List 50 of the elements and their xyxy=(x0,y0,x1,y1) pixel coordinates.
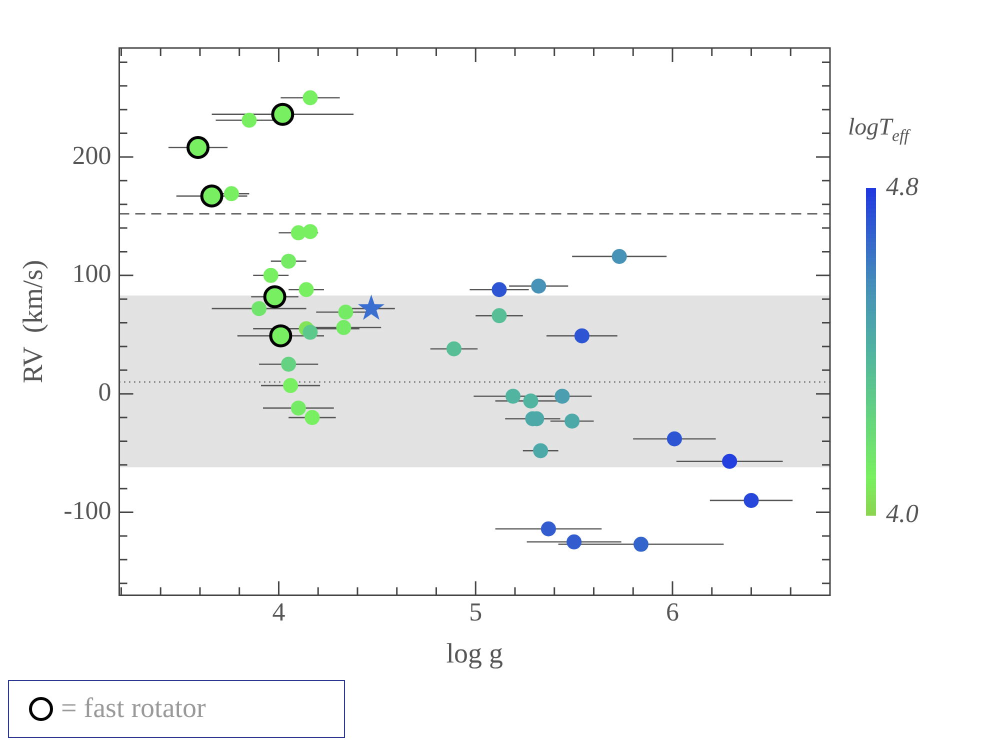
point xyxy=(283,378,298,394)
color-bar-label: 4.8 xyxy=(886,172,918,201)
point xyxy=(269,324,292,348)
point xyxy=(531,278,546,294)
point xyxy=(722,454,738,469)
point xyxy=(336,320,352,336)
point xyxy=(290,400,306,416)
point xyxy=(338,304,354,320)
point xyxy=(446,341,462,356)
x-tick-label: 5 xyxy=(469,598,482,627)
point xyxy=(252,301,267,316)
x-tick-label: 4 xyxy=(272,598,286,627)
point xyxy=(612,248,627,264)
point xyxy=(281,254,296,269)
point xyxy=(506,388,521,404)
color-bar-label: 4.0 xyxy=(886,499,918,528)
point xyxy=(492,308,507,324)
point xyxy=(263,268,278,283)
point xyxy=(271,102,294,126)
point xyxy=(298,282,314,298)
point xyxy=(533,443,548,458)
point xyxy=(574,328,590,344)
point xyxy=(304,410,320,426)
legend-label: = fast rotator xyxy=(61,693,206,725)
point xyxy=(200,184,224,208)
x-tick-label: 6 xyxy=(666,598,679,627)
point xyxy=(186,136,210,159)
point xyxy=(302,90,318,106)
point xyxy=(566,534,582,550)
point xyxy=(242,112,257,128)
point xyxy=(540,521,556,536)
point xyxy=(281,356,296,372)
y-tick-label: 100 xyxy=(72,259,112,288)
y-tick-label: 0 xyxy=(98,378,112,407)
point xyxy=(302,324,318,340)
point xyxy=(224,186,239,202)
point xyxy=(554,388,570,404)
y-tick-label: -100 xyxy=(64,496,112,526)
point xyxy=(523,393,538,408)
point xyxy=(302,224,318,240)
x-axis-title: log g xyxy=(446,638,504,670)
y-axis-title: RV (km/s) xyxy=(18,260,50,384)
point xyxy=(358,294,385,320)
point xyxy=(633,536,648,552)
point xyxy=(492,282,507,298)
point xyxy=(263,285,286,308)
point xyxy=(744,492,759,508)
point xyxy=(666,431,682,446)
y-tick-label: 200 xyxy=(72,140,112,170)
point xyxy=(564,414,580,429)
